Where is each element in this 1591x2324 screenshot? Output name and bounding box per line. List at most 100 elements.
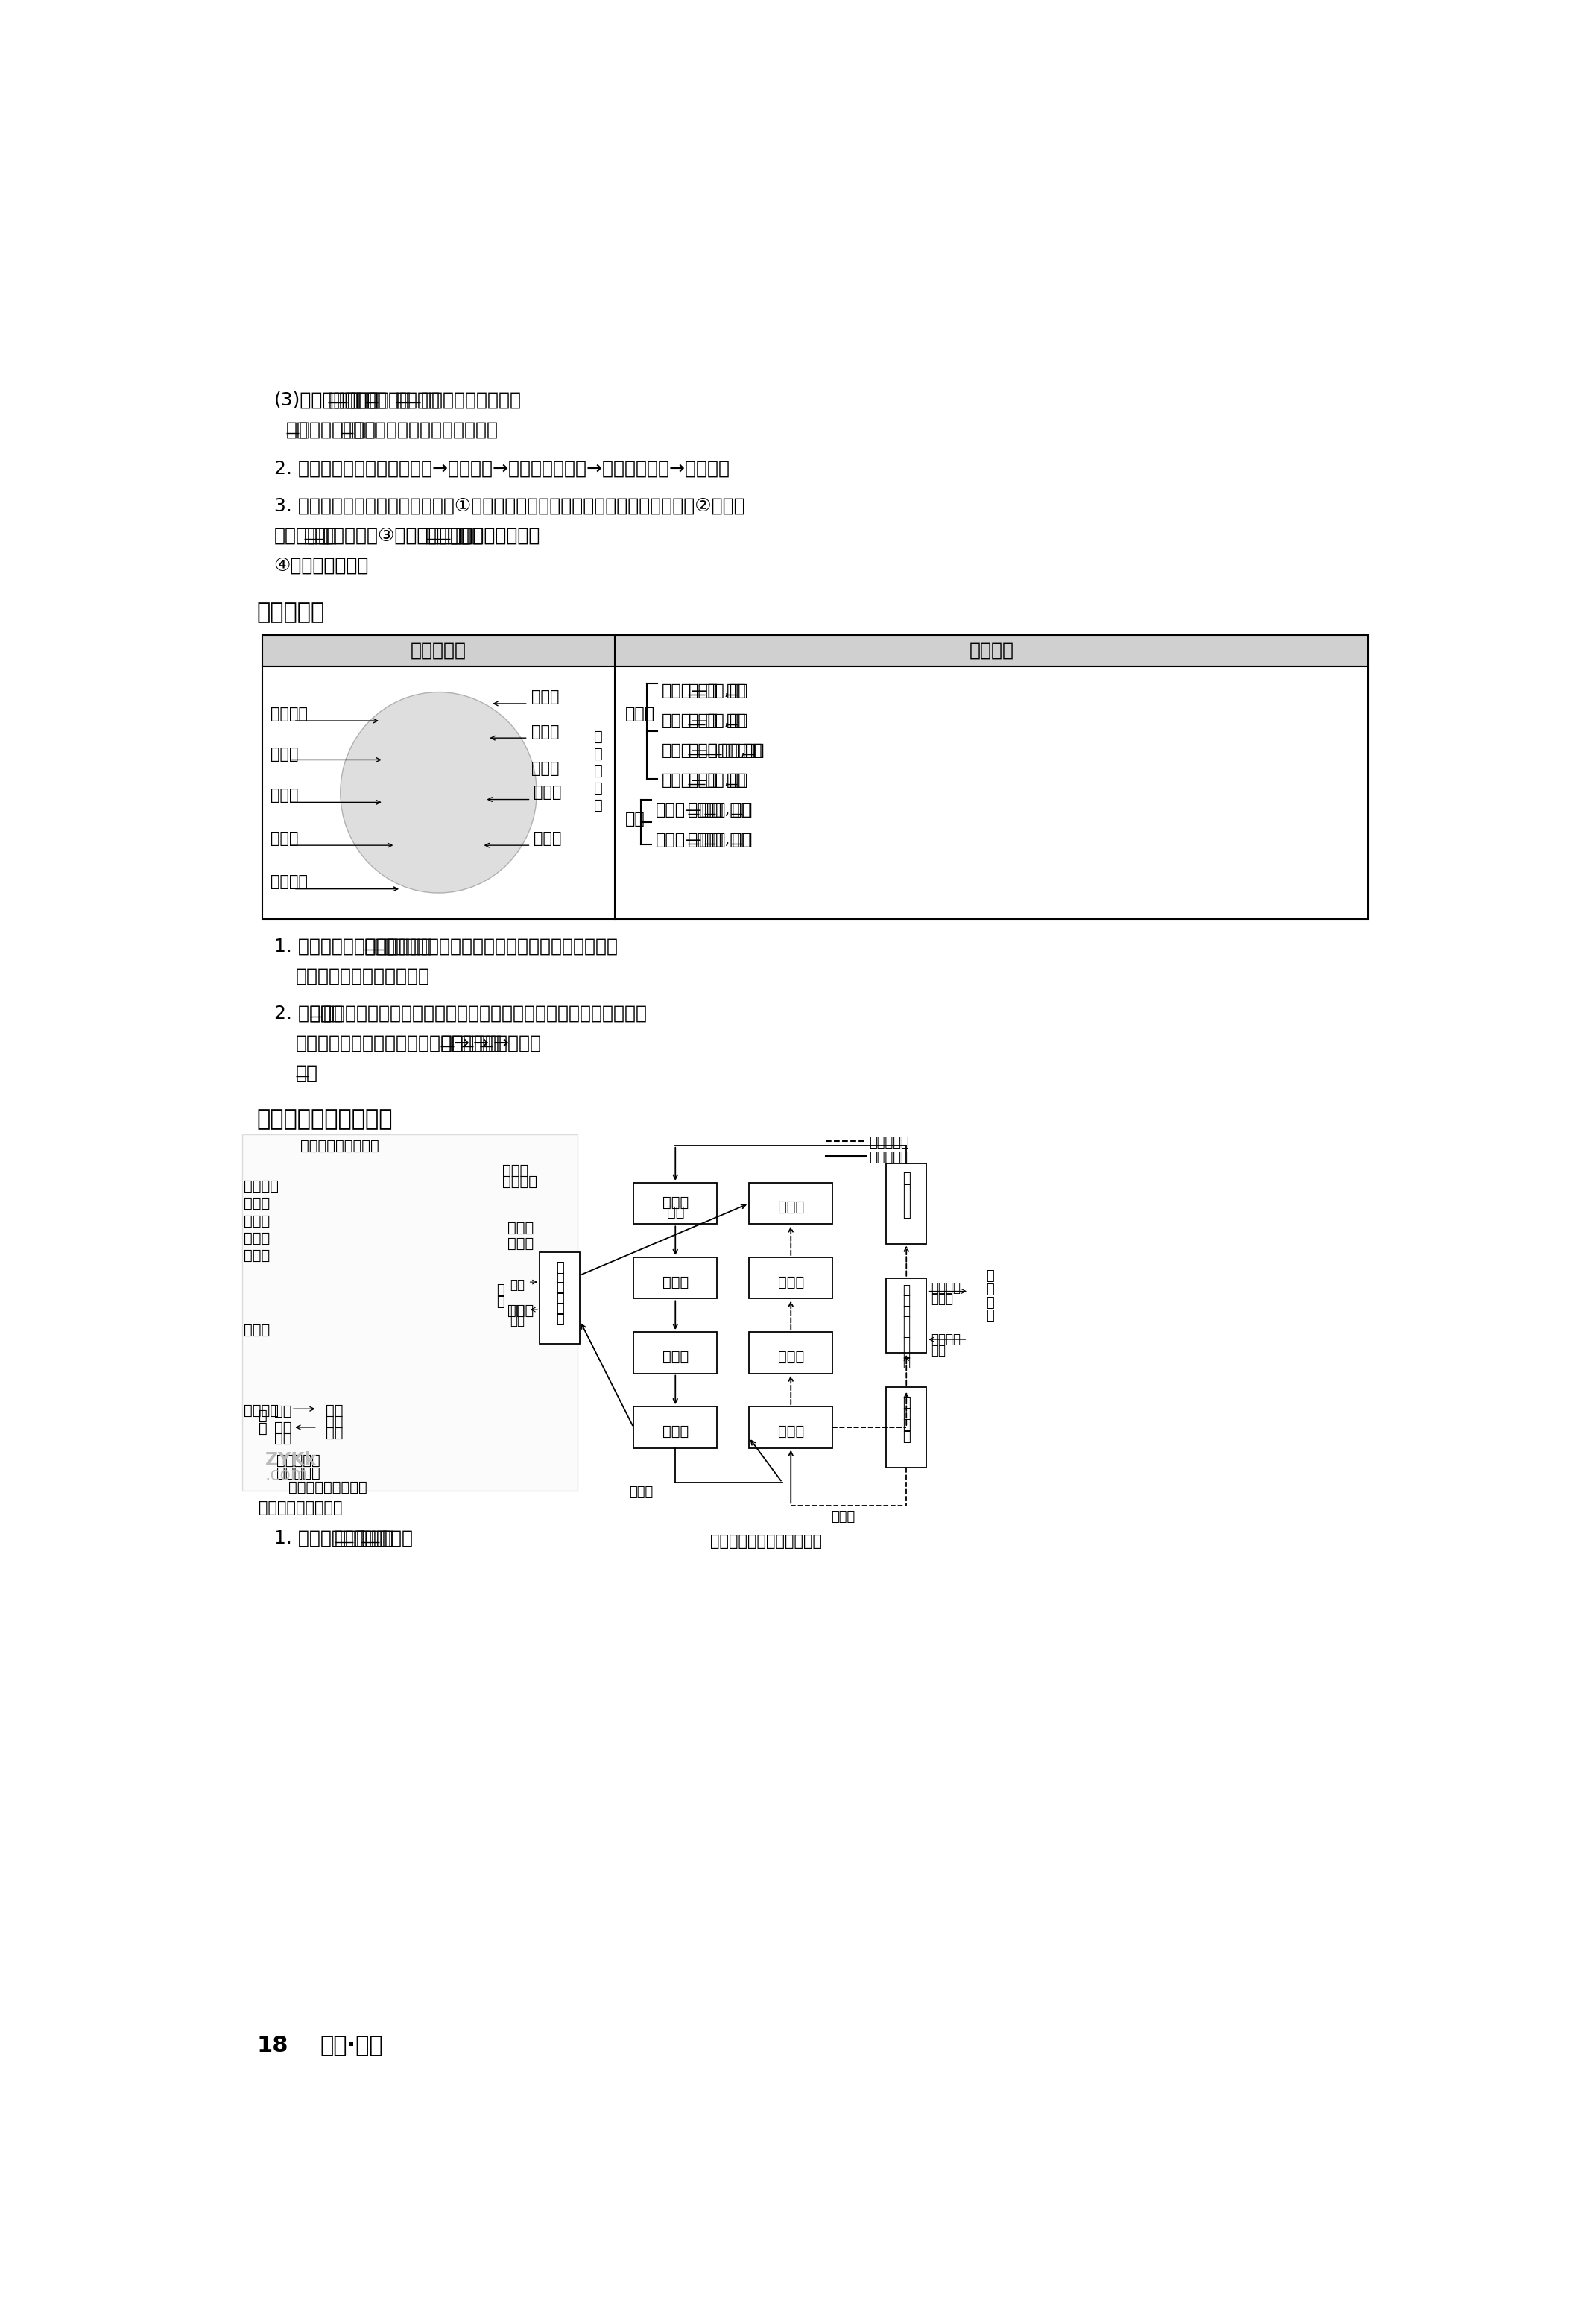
Text: 最慢: 最慢 (340, 421, 363, 439)
Text: 动脉: 动脉 (725, 683, 746, 700)
Text: 主动脉: 主动脉 (778, 1425, 803, 1439)
Text: 泡: 泡 (258, 1422, 267, 1436)
Text: 全: 全 (902, 1283, 910, 1297)
Text: 肺部的: 肺部的 (503, 1164, 528, 1178)
Text: 瓣膜: 瓣膜 (310, 1004, 333, 1023)
Text: 非常薄: 非常薄 (328, 390, 361, 409)
Text: 上皮细胞: 上皮细胞 (396, 390, 441, 409)
Bar (749, 1406, 832, 1448)
Text: 下腔静脉: 下腔静脉 (243, 1404, 278, 1418)
Text: 上、下腔静脉: 上、下腔静脉 (689, 744, 748, 758)
Text: 毛细血管: 毛细血管 (503, 1174, 538, 1190)
Text: 肺静脉: 肺静脉 (689, 683, 718, 700)
Text: 静脉: 静脉 (667, 1206, 684, 1220)
Text: 构成；: 构成； (450, 528, 484, 544)
Bar (263, 634, 1368, 667)
Bar (263, 667, 1368, 918)
Text: 身: 身 (902, 1294, 910, 1308)
Text: 动: 动 (902, 1418, 910, 1432)
Text: 左心室: 左心室 (508, 1304, 535, 1318)
Text: 化碳: 化碳 (274, 1432, 291, 1446)
Text: 心房: 心房 (687, 802, 708, 818)
Text: 上腔静脉: 上腔静脉 (270, 706, 307, 720)
Text: 左心房: 左心房 (535, 786, 562, 799)
Text: 血: 血 (555, 1301, 563, 1315)
Text: 左心房: 左心房 (243, 1232, 269, 1246)
Ellipse shape (340, 693, 536, 892)
Text: →: → (473, 1034, 488, 1053)
Text: 主动脉: 主动脉 (243, 1197, 269, 1211)
Text: 肺静脉: 肺静脉 (508, 1220, 535, 1234)
Text: 心室: 心室 (687, 832, 708, 848)
Text: 左心室—与: 左心室—与 (662, 713, 718, 727)
Text: 肺动脉: 肺动脉 (243, 1213, 269, 1227)
Text: 的毛细血管: 的毛细血管 (277, 1466, 321, 1480)
Text: 相连,流: 相连,流 (721, 744, 756, 758)
Text: 肺动脉: 肺动脉 (531, 725, 558, 739)
Text: 动脉: 动脉 (732, 832, 751, 848)
Text: 全身，其需要的压力最大）: 全身，其需要的压力最大） (296, 967, 430, 985)
Text: 能防止血液倒流。房室瓣保证血液由心房流向心室；动脉瓣保证血: 能防止血液倒流。房室瓣保证血液由心房流向心室；动脉瓣保证血 (323, 1004, 648, 1023)
Text: 左心房—与: 左心房—与 (662, 683, 718, 700)
Text: 单行: 单行 (286, 421, 309, 439)
Text: 开: 开 (743, 802, 753, 818)
Text: 腔: 腔 (593, 746, 603, 760)
Text: 血: 血 (737, 774, 748, 788)
Text: 右心房: 右心房 (662, 1276, 689, 1290)
Text: 肺动脉: 肺动脉 (689, 774, 718, 788)
Text: 液由心室流向动脉。故血液在心脏中的流动方向为: 液由心室流向动脉。故血液在心脏中的流动方向为 (296, 1034, 543, 1053)
Bar (749, 1183, 832, 1225)
Text: 1. 人体的血液循环由: 1. 人体的血液循环由 (274, 1529, 387, 1548)
Text: .com: .com (266, 1466, 309, 1485)
Text: 表示静脉血: 表示静脉血 (869, 1150, 908, 1164)
Text: 心脏解剖图: 心脏解剖图 (410, 641, 466, 660)
Text: 构成，只允许红细胞: 构成，只允许红细胞 (420, 390, 522, 409)
Text: 人体体循环与肺循环示意图: 人体体循环与肺循环示意图 (711, 1534, 823, 1550)
Text: 管: 管 (902, 1357, 910, 1369)
Text: 二氧化碳: 二氧化碳 (931, 1281, 961, 1294)
Text: 左心房: 左心房 (778, 1276, 803, 1290)
Text: 毛: 毛 (902, 1325, 910, 1339)
Text: 肺动脉: 肺动脉 (662, 1425, 689, 1439)
Text: 心室: 心室 (705, 802, 724, 818)
Text: 织: 织 (986, 1283, 994, 1297)
Text: 主动脉: 主动脉 (531, 690, 558, 704)
Text: 人体血液循环示意图: 人体血液循环示意图 (258, 1501, 342, 1515)
Text: 部: 部 (555, 1271, 563, 1285)
Text: 血: 血 (902, 1346, 910, 1360)
Text: 房室瓣—位于: 房室瓣—位于 (655, 802, 722, 818)
Text: 开: 开 (743, 832, 753, 848)
Text: 管: 管 (555, 1313, 563, 1327)
Text: 2. 心脏内的: 2. 心脏内的 (274, 1004, 342, 1023)
Text: 体循环: 体循环 (831, 1511, 856, 1522)
Text: 单行通过；③管壁非常薄，只由一层扁平的: 单行通过；③管壁非常薄，只由一层扁平的 (323, 528, 541, 544)
Text: 四川·生物: 四川·生物 (320, 2036, 383, 2057)
Text: 身体下部的毛细血管: 身体下部的毛细血管 (288, 1480, 368, 1494)
Text: 级: 级 (902, 1183, 910, 1197)
Text: 十三、人体的血液循环: 十三、人体的血液循环 (256, 1109, 393, 1129)
Text: 上皮细胞: 上皮细胞 (425, 528, 469, 544)
Text: 1. 心脏四腔中心脏壁最厚的是: 1. 心脏四腔中心脏壁最厚的是 (274, 937, 431, 955)
Text: 血: 血 (737, 683, 748, 700)
Text: 瓣膜: 瓣膜 (625, 811, 644, 827)
Text: 上下腔: 上下腔 (662, 1195, 689, 1208)
Text: 处: 处 (902, 1315, 910, 1329)
Text: 右心室: 右心室 (243, 1322, 269, 1336)
Bar (633, 1257, 718, 1299)
Text: 各: 各 (902, 1304, 910, 1318)
Text: 氧气: 氧气 (274, 1404, 291, 1418)
Text: ；连接最小动脉和最小静脉。: ；连接最小动脉和最小静脉。 (353, 421, 498, 439)
Text: 右心室: 右心室 (662, 1350, 689, 1364)
Text: 18: 18 (256, 2036, 288, 2057)
Text: 左心室: 左心室 (778, 1350, 803, 1364)
Text: 右心房: 右心房 (243, 1248, 269, 1262)
Text: →: → (453, 1034, 469, 1053)
Text: 心: 心 (593, 730, 603, 744)
Text: 2. 三种血管的连接关系：动脉→毛细血管→静脉，如肺动脉→肺部毛细血管→肺静脉。: 2. 三种血管的连接关系：动脉→毛细血管→静脉，如肺动脉→肺部毛细血管→肺静脉。 (274, 460, 729, 476)
Text: 肺静脉: 肺静脉 (778, 1199, 803, 1215)
Text: 血: 血 (754, 744, 764, 758)
Text: 静脉: 静脉 (441, 1034, 463, 1053)
Text: 一层: 一层 (364, 390, 387, 409)
Text: 间,朝: 间,朝 (716, 802, 740, 818)
Text: 细: 细 (902, 1336, 910, 1348)
